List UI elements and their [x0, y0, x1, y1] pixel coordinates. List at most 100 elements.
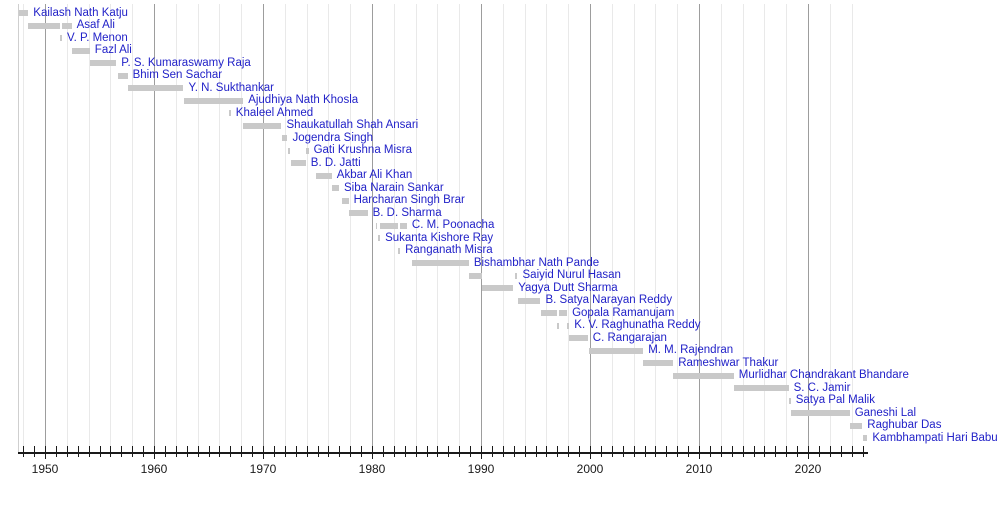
year-tick [100, 446, 101, 457]
year-tick [110, 446, 111, 457]
year-tick [176, 446, 177, 457]
year-tick [198, 446, 199, 457]
year-tick [623, 446, 624, 457]
year-tick [448, 446, 449, 457]
minor-gridline [852, 4, 853, 452]
governor-name-label: Ganeshi Lal [854, 406, 917, 419]
year-tick [67, 446, 68, 457]
decade-gridline [699, 4, 700, 452]
year-tick [590, 446, 591, 459]
x-axis-line [18, 452, 868, 454]
governor-name-label: Harcharan Singh Brar [353, 194, 465, 206]
minor-gridline [634, 4, 635, 452]
decade-tick-label: 1980 [358, 462, 386, 476]
minor-gridline [23, 4, 24, 452]
year-tick [241, 446, 242, 457]
governor-name-label: Jogendra Singh [292, 131, 374, 144]
year-tick [209, 446, 210, 457]
year-tick [666, 446, 667, 457]
term-bar [71, 47, 90, 54]
year-tick [634, 446, 635, 457]
governor-name-label: Yagya Dutt Sharma [518, 281, 618, 294]
year-tick [764, 446, 765, 457]
decade-tick-label: 1950 [31, 462, 59, 476]
year-tick [797, 446, 798, 457]
term-bar [482, 285, 514, 291]
governor-name-label: Y. N. Sukthankar [188, 81, 274, 94]
year-tick [710, 446, 711, 457]
governor-name-label: Bishambhar Nath Pande [473, 256, 600, 269]
governor-name-label: Kambhampati Hari Babu [872, 431, 998, 444]
term-bar [400, 222, 407, 229]
year-tick [307, 446, 308, 457]
year-tick [372, 446, 373, 459]
term-bar [315, 172, 332, 179]
minor-gridline [132, 4, 133, 452]
minor-gridline [89, 4, 90, 452]
term-bar [59, 35, 62, 41]
year-tick [405, 446, 406, 457]
year-tick [492, 446, 493, 457]
year-tick [732, 446, 733, 457]
year-tick [416, 446, 417, 457]
governor-name-label: Gopala Ramanujam [572, 306, 675, 319]
decade-tick-label: 2010 [685, 462, 713, 476]
term-bar [788, 397, 791, 404]
governor-name-label: Murlidhar Chandrakant Bhandare [738, 369, 909, 381]
decade-tick-label: 1970 [249, 462, 277, 476]
minor-gridline [743, 4, 744, 452]
year-tick [863, 446, 864, 457]
year-tick [830, 446, 831, 457]
governor-name-label: B. D. Jatti [310, 156, 361, 169]
term-bar [183, 97, 244, 104]
governor-name-label: Akbar Ali Khan [336, 169, 413, 181]
minor-gridline [67, 4, 68, 452]
year-tick [808, 446, 809, 459]
year-tick [437, 446, 438, 457]
decade-gridline [45, 4, 46, 452]
decade-gridline [154, 4, 155, 452]
year-tick [230, 446, 231, 457]
term-bar [673, 372, 734, 379]
term-bar [411, 260, 469, 266]
term-bar [62, 22, 72, 29]
term-bar [558, 310, 568, 316]
year-tick [56, 446, 57, 457]
minor-gridline [786, 4, 787, 452]
year-tick [394, 446, 395, 457]
term-bar [19, 10, 29, 16]
minor-gridline [764, 4, 765, 452]
decade-gridline [590, 4, 591, 452]
minor-gridline [110, 4, 111, 452]
year-tick [263, 446, 264, 459]
governor-name-label: V. P. Menon [67, 31, 128, 44]
term-bar [556, 322, 559, 329]
year-tick [89, 446, 90, 457]
year-tick [677, 446, 678, 457]
governor-name-label: B. D. Sharma [372, 206, 442, 219]
year-tick [285, 446, 286, 457]
governor-name-label: C. M. Poonacha [411, 219, 495, 231]
term-bar [790, 410, 850, 416]
minor-gridline [241, 4, 242, 452]
year-tick [252, 446, 253, 457]
term-bar [567, 322, 570, 329]
minor-gridline [546, 4, 547, 452]
term-bar [287, 147, 291, 154]
term-bar [331, 185, 339, 191]
year-tick [339, 446, 340, 457]
minor-gridline [568, 4, 569, 452]
year-tick [274, 446, 275, 457]
minor-gridline [350, 4, 351, 452]
year-tick [536, 446, 537, 457]
governor-name-label: B. Satya Narayan Reddy [545, 294, 673, 306]
year-tick [819, 446, 820, 457]
governor-name-label: Kailash Nath Katju [33, 6, 128, 19]
year-tick [514, 446, 515, 457]
minor-gridline [416, 4, 417, 452]
governor-name-label: P. S. Kumaraswamy Raja [121, 56, 251, 69]
term-bar [518, 297, 541, 304]
term-bar [588, 347, 644, 354]
term-bar [281, 135, 288, 141]
